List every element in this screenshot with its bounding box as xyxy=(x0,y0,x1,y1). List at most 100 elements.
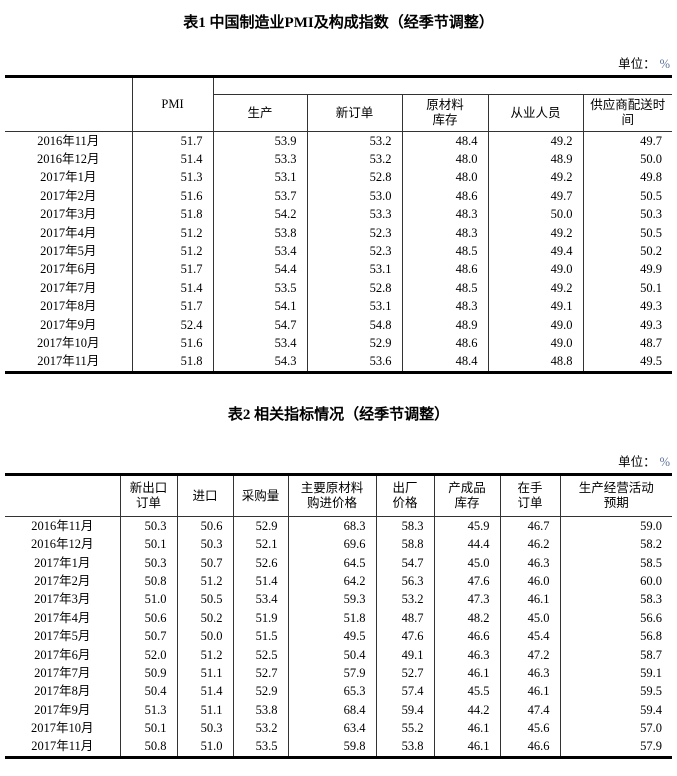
row-label: 2017年6月 xyxy=(34,647,91,662)
cell-backlog-orders: 46.0 xyxy=(499,572,560,591)
row-label: 2017年5月 xyxy=(40,244,97,259)
row-label: 2017年10月 xyxy=(36,335,100,350)
cell-output-prices: 54.7 xyxy=(375,553,434,573)
row-label: 2017年9月 xyxy=(34,702,91,717)
cell-raw-material-inventory: 48.6 xyxy=(401,260,488,280)
table2-header-new-export-orders: 新出口 订单 xyxy=(120,474,178,518)
row-label: 2017年1月 xyxy=(34,555,91,570)
cell-purchasing-quantity: 53.4 xyxy=(232,590,288,610)
cell-purchasing-quantity: 53.2 xyxy=(232,719,288,738)
cell-input-prices: 57.9 xyxy=(287,664,376,683)
cell-input-prices: 59.8 xyxy=(287,737,376,758)
cell-purchasing-quantity: 52.7 xyxy=(232,664,288,683)
table-row: 2017年3月 51.8 54.2 53.3 48.3 50.0 50.3 xyxy=(5,205,673,224)
cell-raw-material-inventory: 48.5 xyxy=(401,279,488,298)
row-label: 2017年3月 xyxy=(40,207,97,222)
cell-imports: 50.3 xyxy=(176,535,233,554)
cell-production: 54.2 xyxy=(212,205,307,224)
cell-input-prices: 64.2 xyxy=(287,572,376,591)
related-indicators-table: 新出口 订单 进口 采购量 主要原材料 购进价格 出厂 价格 产成品 库存 在手… xyxy=(5,473,672,760)
cell-backlog-orders: 46.1 xyxy=(499,590,560,610)
table-row: 2016年12月 50.1 50.3 52.1 69.6 58.8 44.4 4… xyxy=(5,535,672,554)
table1-header-group-row: PMI xyxy=(5,76,673,132)
table1-title: 表1 中国制造业PMI及构成指数（经季节调整） xyxy=(183,15,494,31)
table-row: 2017年10月 51.6 53.4 52.9 48.6 49.0 48.7 xyxy=(5,334,673,353)
cell-imports: 50.2 xyxy=(176,609,233,628)
cell-new-orders: 53.0 xyxy=(306,187,402,206)
table-row: 2017年10月 50.1 50.3 53.2 63.4 55.2 46.1 4… xyxy=(5,719,672,738)
table2-title: 表2 相关指标情况（经季节调整） xyxy=(227,407,450,424)
cell-pmi: 51.6 xyxy=(131,334,213,353)
cell-purchasing-quantity: 52.9 xyxy=(232,516,288,536)
table-row: 2017年2月 51.6 53.7 53.0 48.6 49.7 50.5 xyxy=(5,187,673,206)
row-label: 2017年8月 xyxy=(34,684,91,699)
cell-output-prices: 52.7 xyxy=(375,664,434,683)
cell-raw-material-inventory: 48.4 xyxy=(401,131,488,151)
row-label: 2017年3月 xyxy=(34,592,91,607)
cell-finished-goods-inventory: 46.6 xyxy=(433,627,500,646)
cell-pmi: 51.7 xyxy=(131,131,213,151)
cell-output-prices: 53.8 xyxy=(375,737,434,758)
cell-new-export-orders: 50.7 xyxy=(119,627,177,646)
table-row: 2017年4月 50.6 50.2 51.9 51.8 48.7 48.2 45… xyxy=(5,609,672,628)
cell-supplier-delivery-time: 50.1 xyxy=(582,279,673,298)
cell-new-export-orders: 50.6 xyxy=(119,609,177,628)
row-label: 2017年2月 xyxy=(40,188,97,203)
cell-output-prices: 58.8 xyxy=(375,535,434,554)
cell-pmi: 51.7 xyxy=(131,260,213,280)
row-label: 2017年7月 xyxy=(34,665,91,680)
cell-business-expectation: 59.4 xyxy=(559,700,672,720)
cell-raw-material-inventory: 48.0 xyxy=(401,168,488,188)
cell-pmi: 51.3 xyxy=(131,168,213,188)
cell-raw-material-inventory: 48.9 xyxy=(401,315,488,335)
cell-input-prices: 69.6 xyxy=(287,535,376,554)
cell-finished-goods-inventory: 45.5 xyxy=(433,682,500,701)
cell-backlog-orders: 45.0 xyxy=(499,609,560,628)
table-row: 2017年6月 52.0 51.2 52.5 50.4 49.1 46.3 47… xyxy=(5,645,672,665)
table2-header-input-prices: 主要原材料 购进价格 xyxy=(288,474,377,518)
cell-backlog-orders: 45.4 xyxy=(499,627,560,646)
cell-new-orders: 53.6 xyxy=(306,352,402,373)
cell-input-prices: 68.3 xyxy=(287,516,376,536)
cell-pmi: 52.4 xyxy=(131,315,213,335)
table2-header-imports: 进口 xyxy=(177,474,234,518)
cell-production: 54.7 xyxy=(212,315,307,335)
cell-new-orders: 53.3 xyxy=(306,205,402,224)
pmi-composition-table: PMI 生产 新订单 原材料 库存 从业人员 供应商配送时 间 2016年11月… xyxy=(5,75,673,375)
cell-finished-goods-inventory: 45.0 xyxy=(433,553,500,573)
cell-new-export-orders: 52.0 xyxy=(119,645,177,665)
cell-raw-material-inventory: 48.3 xyxy=(401,205,488,224)
cell-backlog-orders: 47.4 xyxy=(499,700,560,720)
cell-pmi: 51.6 xyxy=(131,187,213,206)
cell-business-expectation: 59.0 xyxy=(559,516,672,536)
cell-purchasing-quantity: 51.5 xyxy=(232,627,288,646)
cell-raw-material-inventory: 48.6 xyxy=(401,334,488,353)
table1-header-group-spacer xyxy=(213,76,673,95)
cell-finished-goods-inventory: 46.1 xyxy=(433,719,500,738)
table2-header-row: 新出口 订单 进口 采购量 主要原材料 购进价格 出厂 价格 产成品 库存 在手… xyxy=(5,474,672,518)
cell-business-expectation: 56.6 xyxy=(559,609,672,628)
cell-output-prices: 57.4 xyxy=(375,682,434,701)
cell-input-prices: 63.4 xyxy=(287,719,376,738)
cell-new-export-orders: 50.9 xyxy=(119,664,177,683)
cell-supplier-delivery-time: 50.3 xyxy=(582,205,673,224)
cell-backlog-orders: 45.6 xyxy=(499,719,560,738)
cell-imports: 50.0 xyxy=(176,627,233,646)
table-row: 2017年7月 51.4 53.5 52.8 48.5 49.2 50.1 xyxy=(5,279,673,298)
cell-purchasing-quantity: 52.1 xyxy=(232,535,288,554)
table-row: 2017年9月 52.4 54.7 54.8 48.9 49.0 49.3 xyxy=(5,315,673,335)
row-label: 2017年7月 xyxy=(40,280,97,295)
cell-output-prices: 59.4 xyxy=(375,700,434,720)
table-row: 2017年8月 51.7 54.1 53.1 48.3 49.1 49.3 xyxy=(5,297,673,316)
cell-purchasing-quantity: 51.9 xyxy=(232,609,288,628)
row-label: 2017年1月 xyxy=(40,170,97,185)
table1-header-new-orders: 新订单 xyxy=(307,94,403,132)
cell-backlog-orders: 46.6 xyxy=(499,737,560,758)
cell-employment: 49.0 xyxy=(487,315,583,335)
cell-imports: 51.0 xyxy=(176,737,233,758)
cell-employment: 49.4 xyxy=(487,242,583,261)
table-row: 2016年11月 50.3 50.6 52.9 68.3 58.3 45.9 4… xyxy=(5,516,672,536)
cell-input-prices: 65.3 xyxy=(287,682,376,701)
row-label: 2017年11月 xyxy=(31,739,94,754)
row-label: 2017年8月 xyxy=(40,299,97,314)
